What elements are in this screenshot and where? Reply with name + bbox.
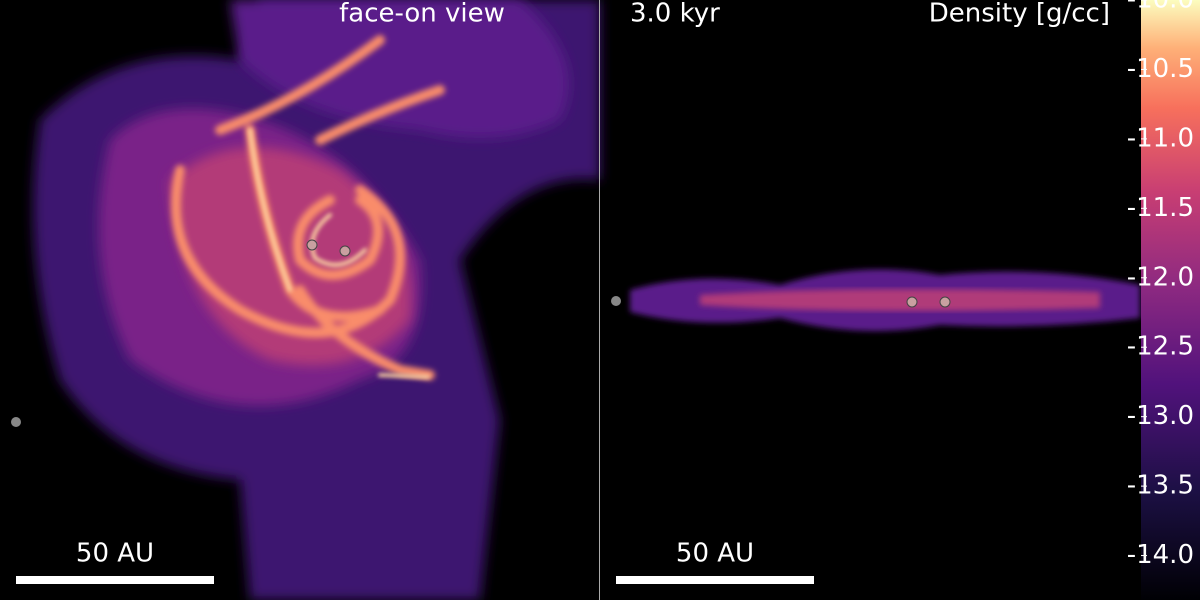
panel-label: face-on view [339, 0, 505, 29]
sink-particle [906, 296, 918, 308]
scale-bar [16, 576, 214, 584]
colorbar-tick-label: -12.0 [1127, 262, 1194, 292]
sink-particle [939, 296, 951, 308]
edge-on-image [611, 269, 1140, 332]
scale-bar-label: 50 AU [676, 539, 754, 569]
colorbar [1141, 0, 1200, 600]
panel-label: 3.0 kyr [630, 0, 720, 29]
sink-particle [339, 245, 351, 257]
colorbar-tick-label: -13.5 [1127, 471, 1194, 501]
colorbar-tick-label: -10.5 [1127, 54, 1194, 84]
colorbar-title: Density [g/cc] [929, 0, 1110, 29]
sink-particle [11, 417, 21, 427]
scale-bar-label: 50 AU [76, 539, 154, 569]
sink-particle [306, 239, 318, 251]
sink-particle [611, 296, 621, 306]
colorbar-tick-label: -11.5 [1127, 193, 1194, 223]
colorbar-tick-label: -13.0 [1127, 401, 1194, 431]
scale-bar [616, 576, 814, 584]
colorbar-tick-label: -10.0 [1127, 0, 1194, 15]
colorbar-tick-label: -11.0 [1127, 123, 1194, 153]
colorbar-tick-label: -12.5 [1127, 332, 1194, 362]
colorbar-tick-label: -14.0 [1127, 540, 1194, 570]
face-on-image [11, 0, 601, 600]
